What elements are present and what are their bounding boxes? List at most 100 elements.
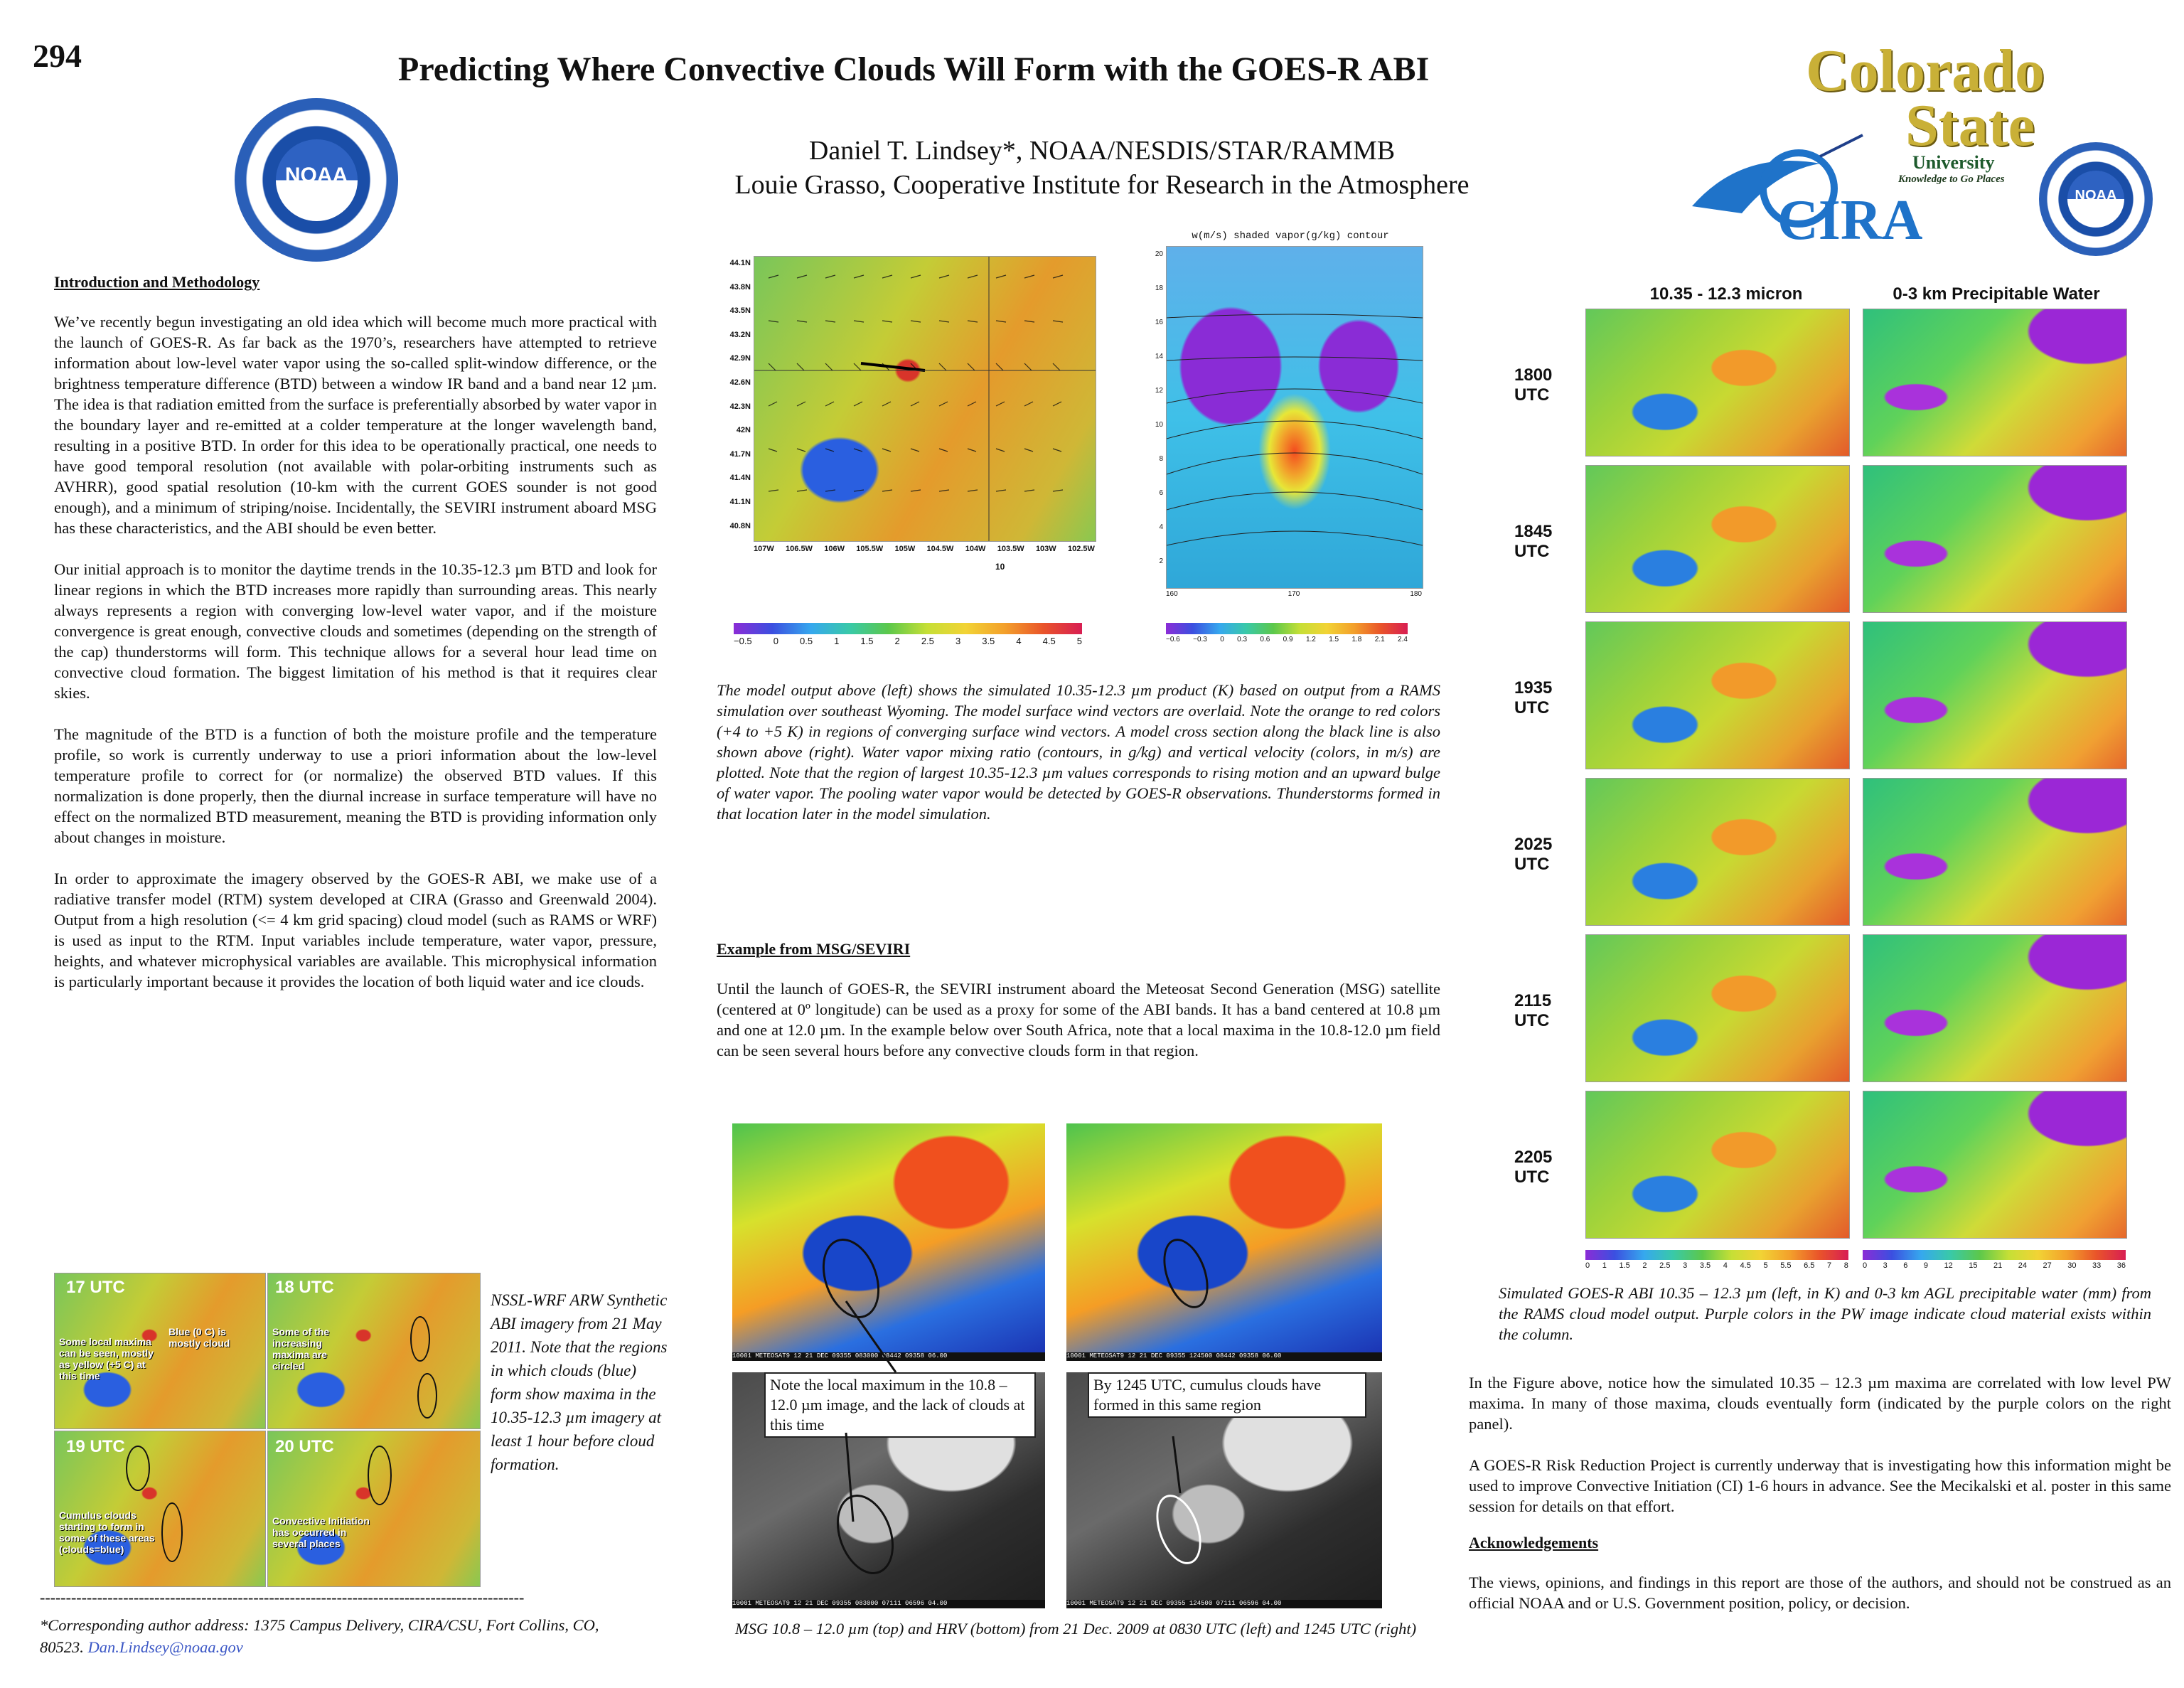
author-block: Daniel T. Lindsey*, NOAA/NESDIS/STAR/RAM…: [569, 134, 1635, 202]
nssl-circle-marker: [161, 1502, 183, 1562]
intro-paragraph-3: The magnitude of the BTD is a function o…: [54, 725, 657, 846]
model-caption: The model output above (left) shows the …: [717, 681, 1440, 823]
model-left-colorbar-ticks: −0.5 0 0.5 1 1.5 2 2.5 3 3.5 4 4.5 5: [734, 636, 1082, 646]
intro-paragraph-4: In order to approximate the imagery obse…: [54, 870, 657, 990]
grid-btd-1935: [1585, 621, 1850, 769]
author-2: Louie Grasso, Cooperative Institute for …: [734, 170, 1470, 200]
grid-col-header-btd: 10.35 - 12.3 micron: [1649, 284, 1803, 304]
poster-number: 294: [33, 38, 82, 74]
cira-logo: CIRA: [1678, 121, 1955, 256]
intro-section: Introduction and Methodology We’ve recen…: [54, 273, 657, 992]
nssl-caption: NSSL-WRF ARW Synthetic ABI imagery from …: [491, 1291, 668, 1473]
msg-hrv-1245-strip: 10001 METEOSAT9 12 21 DEC 09355 124500 0…: [1066, 1600, 1382, 1608]
msg-paragraph: Until the launch of GOES-R, the SEVIRI i…: [717, 980, 1440, 1059]
grid-pw-2205: [1863, 1091, 2127, 1239]
noaa-logo-right-text: NOAA: [2075, 188, 2117, 203]
footer-address-text: *Corresponding author address: 1375 Camp…: [40, 1616, 599, 1656]
cira-swoosh-icon: [1692, 134, 1863, 228]
csu-logo: Colorado State University Knowledge to G…: [1806, 38, 2069, 186]
right-paragraph-1: In the Figure above, notice how the simu…: [1469, 1374, 2171, 1433]
cross-section-x-ticks: 160 170 180: [1166, 590, 1422, 598]
model-left-colorbar: [734, 623, 1082, 634]
nssl-panel-17utc: 17 UTC Some local maxima can be seen, mo…: [54, 1273, 266, 1429]
footer-divider: ----------------------------------------…: [40, 1588, 525, 1606]
grid-btd-1800: [1585, 309, 1850, 456]
nssl-figure: 17 UTC Some local maxima can be seen, mo…: [54, 1273, 481, 1587]
grid-figure: 1800 UTC 1845 UTC 1935 UTC 2025 UTC 2115…: [1507, 309, 2147, 1247]
nssl-panel-note: Some local maxima can be seen, mostly as…: [59, 1336, 154, 1382]
grid-row-label: 1935 UTC: [1514, 678, 1553, 717]
csu-logo-line1: Colorado: [1806, 38, 2045, 104]
msg-callout-arrows-icon: [845, 1300, 1182, 1522]
grid-pw-2025: [1863, 778, 2127, 926]
footer-email-link[interactable]: Dan.Lindsey@noaa.gov: [87, 1638, 243, 1656]
grid-caption: Simulated GOES-R ABI 10.35 – 12.3 µm (le…: [1499, 1284, 2151, 1343]
csu-logo-line2: State: [1905, 92, 2035, 159]
grid-pw-1935: [1863, 621, 2127, 769]
model-right-colorbar: [1166, 623, 1408, 634]
msg-caption: MSG 10.8 – 12.0 µm (top) and HRV (bottom…: [735, 1620, 1417, 1638]
grid-btd-colorbar-ticks: 0 1 1.5 2 2.5 3 3.5 4 4.5 5 5.5 6.5 7 8: [1585, 1261, 1848, 1270]
msg-heading: Example from MSG/SEVIRI: [717, 940, 911, 958]
nssl-panel-20utc: 20 UTC Convective Initiation has occurre…: [267, 1431, 481, 1587]
intro-heading: Introduction and Methodology: [54, 273, 260, 291]
model-left-figure: 44.1N 43.8N 43.5N 43.2N 42.9N 42.6N 42.3N 42N 41…: [682, 242, 1123, 583]
right-text-section: In the Figure above, notice how the simu…: [1469, 1372, 2171, 1613]
msg-section: Example from MSG/SEVIRI Until the launch…: [717, 940, 1440, 1061]
cross-section-title: w(m/s) shaded vapor(g/kg) contour: [1192, 230, 1389, 242]
vector-reference: 10: [995, 562, 1005, 572]
msg-callout-left: Note the local maximum in the 10.8 – 12.…: [764, 1372, 1036, 1438]
msg-ir-1245: [1066, 1123, 1382, 1360]
intro-paragraph-1: We’ve recently begun investigating an ol…: [54, 313, 657, 537]
footer-address: *Corresponding author address: 1375 Camp…: [40, 1614, 637, 1658]
grid-pw-2115: [1863, 934, 2127, 1082]
nssl-panel-time: 19 UTC: [66, 1437, 125, 1456]
grid-btd-colorbar: [1585, 1250, 1848, 1260]
csu-logo-line3: University: [1912, 152, 1995, 173]
nssl-panel-time: 18 UTC: [275, 1278, 334, 1297]
msg-hrv-0830-strip: 10001 METEOSAT9 12 21 DEC 09355 083000 0…: [732, 1600, 1045, 1608]
cross-section-plot: [1166, 246, 1423, 589]
model-right-colorbar-ticks: −0.6 −0.3 0 0.3 0.6 0.9 1.2 1.5 1.8 2.1 2.4: [1166, 636, 1408, 643]
grid-pw-colorbar-ticks: 0 3 6 9 12 15 21 24 27 30 33 36: [1863, 1261, 2126, 1270]
msg-ir-0830-strip: 10001 METEOSAT9 12 21 DEC 09355 083000 0…: [732, 1352, 1045, 1361]
nssl-panel-18utc: 18 UTC Some of the increasing maxima are…: [267, 1273, 481, 1429]
model-lat-ticks: 44.1N 43.8N 43.5N 43.2N 42.9N 42.6N 42.3N 42N 41…: [729, 259, 751, 530]
nssl-circle-marker: [368, 1446, 392, 1505]
msg-callout-right: By 1245 UTC, cumulus clouds have formed …: [1088, 1372, 1366, 1418]
model-lon-ticks: 107W 106.5W 106W 105.5W 105W 104.5W 104W 103.5W…: [754, 545, 1095, 553]
grid-pw-colorbar: [1863, 1250, 2126, 1260]
cira-logo-text: CIRA: [1777, 189, 1923, 252]
msg-ir-1245-strip: 10001 METEOSAT9 12 21 DEC 09355 124500 0…: [1066, 1352, 1382, 1361]
noaa-logo-left-text: NOAA: [284, 164, 348, 187]
intro-paragraph-2: Our initial approach is to monitor the d…: [54, 560, 657, 702]
model-right-figure: w(m/s) shaded vapor(g/kg) contour 20 18 16…: [1145, 228, 1429, 611]
ack-heading: Acknowledgements: [1469, 1534, 1599, 1551]
nssl-panel-note: Cumulus clouds starting to form in some …: [59, 1510, 155, 1555]
poster-title: Predicting Where Convective Clouds Will …: [398, 50, 1430, 88]
right-paragraph-2: A GOES-R Risk Reduction Project is curre…: [1469, 1456, 2171, 1515]
ack-paragraph: The views, opinions, and findings in thi…: [1469, 1574, 2171, 1612]
grid-btd-1845: [1585, 465, 1850, 613]
grid-pw-1845: [1863, 465, 2127, 613]
nssl-circle-marker: [126, 1446, 150, 1491]
model-btd-map: [754, 256, 1096, 542]
wind-vectors-icon: [754, 257, 1096, 541]
grid-row-label: 2025 UTC: [1514, 835, 1553, 874]
nssl-panel-time: 20 UTC: [275, 1437, 334, 1456]
nssl-panel-note-2: Blue (0 C) is mostly cloud: [168, 1326, 230, 1349]
nssl-circle-marker: [410, 1316, 430, 1362]
grid-col-header-pw: 0-3 km Precipitable Water: [1893, 284, 2100, 304]
grid-row-label: 1845 UTC: [1514, 522, 1553, 561]
nssl-panel-note: Convective Initiation has occurred in se…: [272, 1515, 370, 1549]
noaa-logo-right: NOAA: [2039, 142, 2153, 256]
noaa-logo-left: NOAA: [235, 98, 398, 262]
nssl-panel-19utc: 19 UTC Cumulus clouds starting to form i…: [54, 1431, 266, 1587]
grid-row-label: 2115 UTC: [1514, 991, 1552, 1030]
grid-row-label: 2205 UTC: [1514, 1148, 1553, 1187]
nssl-panel-time: 17 UTC: [66, 1278, 125, 1297]
grid-btd-2205: [1585, 1091, 1850, 1239]
grid-pw-1800: [1863, 309, 2127, 456]
cross-section-y-ticks: 20 18 16 14 12 10 8 6 4 2: [1155, 250, 1163, 565]
author-1: Daniel T. Lindsey*, NOAA/NESDIS/STAR/RAM…: [808, 136, 1396, 166]
